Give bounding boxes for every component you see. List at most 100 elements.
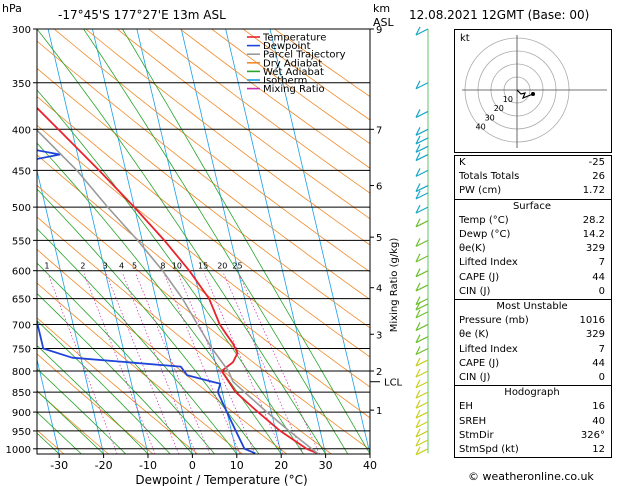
- wind-barb-flag: [415, 80, 421, 90]
- wind-barb: [415, 206, 429, 214]
- hodograph-ring-label: 10: [503, 95, 513, 104]
- hodograph-label: StmDir: [459, 429, 494, 441]
- pressure-tick-label: 850: [12, 388, 31, 399]
- temperature-tick-label: 20: [274, 459, 288, 472]
- hodograph-row: SREH 40: [455, 415, 611, 429]
- pressure-tick-label: 950: [12, 427, 31, 438]
- valid-datetime: 12.08.2021 12GMT (Base: 00): [409, 8, 590, 22]
- wind-barb-flag: [415, 357, 421, 367]
- wind-barb: [415, 298, 429, 306]
- mixing-ratio-label: 25: [232, 262, 242, 271]
- wind-barb-flag: [415, 428, 421, 438]
- surface-row: CAPE (J) 44: [455, 271, 611, 285]
- wind-barb-flag: [415, 389, 421, 399]
- dry-adiabat-line: [148, 29, 370, 194]
- wind-barb: [415, 128, 429, 136]
- surface-row: θe(K) 329: [455, 242, 611, 256]
- wind-barb: [415, 82, 429, 90]
- index-row-pw: PW (cm) 1.72: [455, 184, 611, 198]
- surface-row: Dewp (°C) 14.2: [455, 228, 611, 242]
- wet-adiabat-line: [37, 390, 104, 454]
- legend-label: Isotherm: [263, 76, 307, 87]
- dry-adiabat-line: [37, 429, 65, 454]
- legend-label: Parcel Trajectory: [263, 50, 346, 61]
- dry-adiabat-line: [179, 29, 370, 169]
- wind-barb-flag: [415, 268, 421, 277]
- most-unstable-label: Lifted Index: [459, 343, 518, 355]
- surface-row: CIN (J) 0: [455, 285, 611, 299]
- mixing-ratio-label: 1: [44, 262, 49, 271]
- wind-barb-flag: [415, 26, 421, 36]
- surface-value: 14.2: [582, 229, 605, 241]
- wind-barb: [415, 411, 429, 419]
- wet-adiabat-line: [83, 29, 349, 454]
- dry-adiabat-line: [53, 29, 370, 273]
- hodograph-section: Hodograph EH 16 SREH 40 StmDir 326° StmSpd …: [455, 386, 611, 457]
- wind-barb-flag: [415, 379, 421, 388]
- most-unstable-row: θe (K) 329: [455, 328, 611, 342]
- pressure-tick-label: 900: [12, 408, 31, 419]
- wet-adiabat-line: [37, 368, 127, 454]
- index-row-k: K -25: [455, 156, 611, 170]
- most-unstable-row: Pressure (mb) 1016: [455, 314, 611, 328]
- wind-barb: [415, 448, 429, 456]
- pressure-tick-label: 450: [12, 166, 31, 177]
- hpa-axis-label: hPa: [2, 2, 22, 15]
- x-axis-title: Dewpoint / Temperature (°C): [135, 473, 307, 486]
- wet-adiabat-line: [37, 142, 282, 454]
- hodograph-value: 12: [592, 444, 605, 456]
- pressure-tick-label: 600: [12, 267, 31, 278]
- dry-adiabat-line: [37, 124, 370, 388]
- km-tick-label: 5: [376, 233, 382, 244]
- most-unstable-value: 0: [598, 372, 605, 384]
- wind-barb-flag: [415, 368, 421, 378]
- dewpoint-line: [37, 149, 256, 454]
- hodograph-value: 326°: [580, 429, 605, 441]
- mixing-ratio-line: [47, 273, 118, 454]
- mixing-ratio-line: [83, 273, 156, 454]
- surface-label: Temp (°C): [459, 214, 509, 226]
- plot-frame: [36, 28, 371, 455]
- mixing-ratio-line: [163, 273, 241, 454]
- dry-adiabat-line: [85, 29, 370, 246]
- pressure-tick-label: 500: [12, 203, 31, 214]
- wet-adiabat-line: [37, 262, 215, 454]
- index-row-tt: Totals Totals 26: [455, 170, 611, 184]
- wind-barb: [415, 336, 429, 344]
- wind-barb: [415, 401, 429, 409]
- legend-label: Mixing Ratio: [263, 84, 325, 95]
- wind-barb: [415, 145, 429, 153]
- wind-barb-flag: [415, 204, 421, 214]
- wind-barb-flag: [415, 152, 421, 161]
- surface-label: CIN (J): [459, 285, 491, 297]
- mixing-ratio-label: 5: [132, 262, 137, 271]
- dry-adiabat-line: [37, 216, 332, 454]
- wind-barb-flag: [415, 437, 421, 447]
- wind-barb: [415, 110, 429, 118]
- hodograph-label: SREH: [459, 415, 487, 427]
- surface-label: CAPE (J): [459, 271, 500, 283]
- wind-barb-flag: [415, 109, 421, 118]
- wind-barb: [415, 439, 429, 447]
- credit-link[interactable]: © weatheronline.co.uk: [468, 470, 594, 483]
- index-tt-value: 26: [592, 171, 605, 183]
- wind-barb-flag: [415, 135, 421, 145]
- surface-value: 7: [598, 257, 605, 269]
- dry-adiabat-line: [37, 317, 198, 454]
- mixing-ratio-line: [238, 273, 320, 454]
- hodograph-row: EH 16: [455, 400, 611, 414]
- index-tt-label: Totals Totals: [459, 171, 520, 183]
- dry-adiabat-line: [37, 353, 154, 454]
- pressure-tick-label: 350: [12, 79, 31, 90]
- isotherm-line: [37, 357, 60, 454]
- temperature-tick-label: 30: [319, 459, 333, 472]
- isotherm-line: [37, 169, 104, 454]
- dry-adiabat-line: [37, 248, 287, 454]
- parcel-trajectory-line: [37, 129, 318, 454]
- wind-barb: [415, 347, 429, 356]
- wind-barb: [415, 311, 429, 319]
- wind-barb-flag: [415, 168, 421, 177]
- most-unstable-value: 1016: [579, 315, 605, 327]
- surface-value: 0: [598, 285, 605, 297]
- asl-axis-label: ASL: [373, 16, 394, 29]
